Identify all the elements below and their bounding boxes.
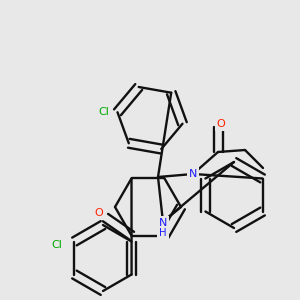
Text: H: H	[159, 228, 167, 238]
Text: O: O	[94, 208, 103, 218]
Text: Cl: Cl	[98, 107, 109, 117]
Text: N: N	[189, 169, 197, 179]
Text: Cl: Cl	[51, 239, 62, 250]
Text: O: O	[217, 119, 225, 129]
Text: N: N	[159, 218, 167, 228]
